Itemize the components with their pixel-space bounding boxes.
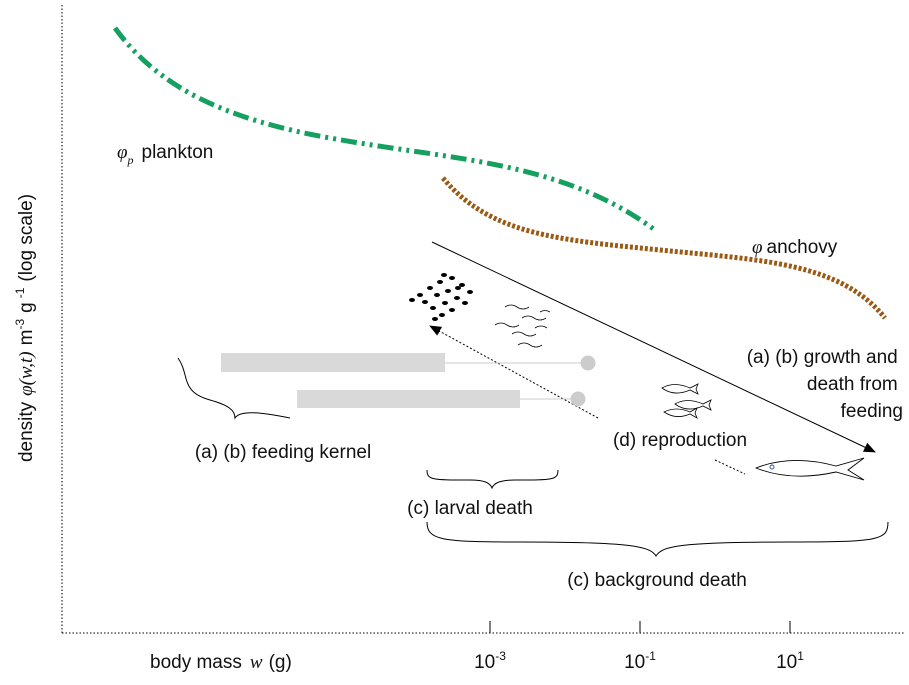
adult-fish [756, 458, 864, 480]
kernel-bar [221, 353, 445, 372]
x-tick-label: 10-1 [624, 649, 656, 673]
larval-brace [427, 470, 558, 488]
egg-school [409, 273, 473, 321]
kernel-dot [571, 392, 586, 407]
y-axis-label: densityφ(w,t)m-3g-1(log scale) [13, 194, 37, 462]
x-tick-label: 101 [776, 649, 804, 673]
feeding-kernel-label: (a) (b) feeding kernel [195, 442, 371, 463]
plankton-curve [115, 28, 655, 230]
background-death-label: (c) background death [567, 570, 747, 591]
kernel-dot [581, 356, 596, 371]
dashed-link [715, 460, 745, 474]
x-ticks [490, 621, 790, 633]
larvae [495, 305, 550, 347]
kernel-bar [297, 390, 520, 408]
growth-label: (a) (b) growth and death from feeding [747, 347, 903, 422]
juvenile-fish [662, 384, 711, 418]
diagram: 10-3 10-1 101 body massw(g) densityφ(w,t… [0, 0, 909, 680]
larval-death-label: (c) larval death [407, 498, 533, 519]
x-tick-label: 10-3 [474, 649, 506, 673]
background-brace [427, 522, 888, 556]
reproduction-label: (d) reproduction [613, 430, 747, 451]
